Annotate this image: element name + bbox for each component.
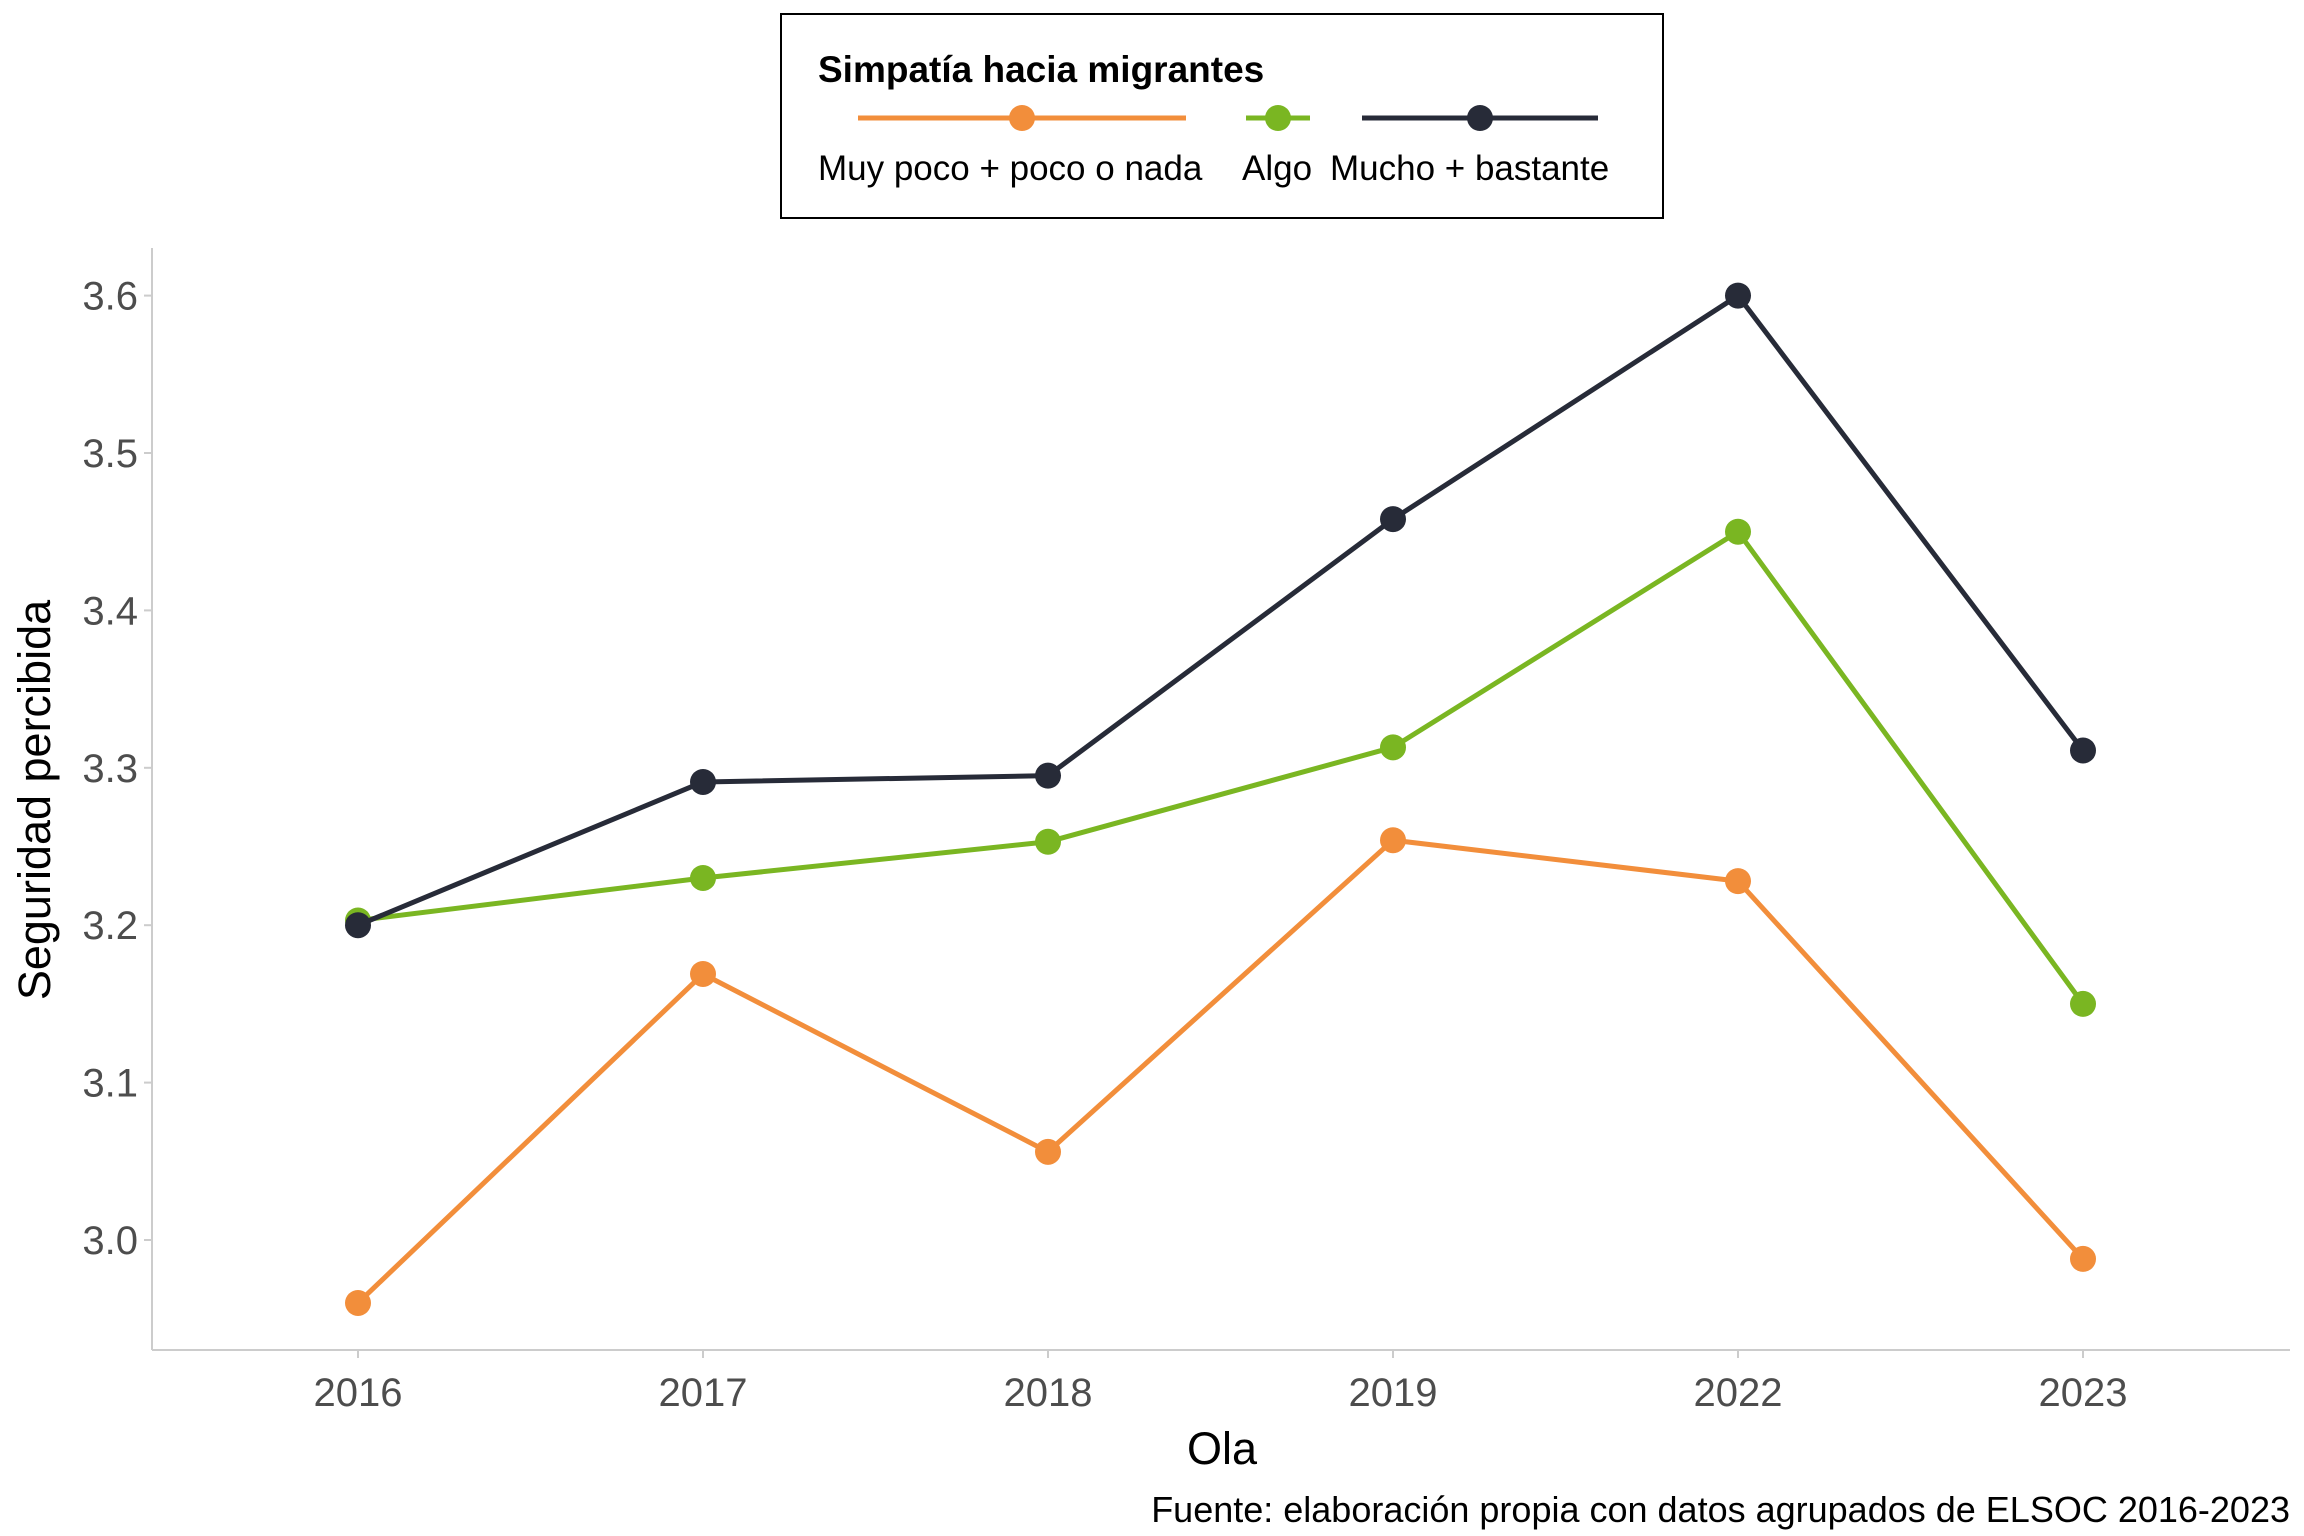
- legend: Simpatía hacia migrantes Muy poco + poco…: [780, 13, 1664, 219]
- y-tick-label: 3.5: [82, 432, 138, 476]
- data-point: [690, 864, 716, 891]
- y-tick-label: 3.3: [82, 747, 138, 791]
- x-tick-label: 2022: [1694, 1371, 1783, 1415]
- legend-key-1: Muy poco + poco o nada: [818, 105, 1203, 188]
- y-tick-label: 3.2: [82, 904, 138, 948]
- data-point: [1725, 868, 1751, 895]
- x-tick-label: 2017: [659, 1371, 748, 1415]
- series-2: [345, 518, 2096, 1017]
- y-tick-label: 3.1: [82, 1062, 138, 1106]
- series-line: [357, 293, 2085, 928]
- legend-keys: Muy poco + poco o nada Algo Mucho + bastan…: [818, 105, 1609, 188]
- series-3: [345, 282, 2096, 939]
- data-point: [2070, 990, 2096, 1017]
- series-line: [357, 529, 2086, 1006]
- data-point: [1380, 734, 1406, 761]
- data-point: [690, 768, 716, 795]
- data-point: [1035, 1138, 1061, 1165]
- data-point: [690, 960, 716, 987]
- data-point: [1035, 828, 1061, 855]
- y-tick-label: 3.4: [82, 589, 138, 633]
- data-point: [1725, 518, 1751, 545]
- y-axis: 3.0 3.1 3.2 3.3 3.4 3.5 3.6: [82, 248, 153, 1350]
- data-point: [1035, 762, 1061, 789]
- data-point: [2070, 737, 2096, 764]
- x-tick-label: 2018: [1004, 1371, 1093, 1415]
- data-point: [2070, 1245, 2096, 1272]
- y-tick-label: 3.0: [82, 1219, 138, 1263]
- data-point: [345, 912, 371, 939]
- legend-key-marker: [1009, 105, 1035, 131]
- legend-label: Algo: [1242, 149, 1312, 188]
- series-line: [356, 837, 2085, 1305]
- data-point: [1725, 282, 1751, 309]
- x-axis-title: Ola: [1187, 1423, 1258, 1474]
- legend-key-marker: [1265, 105, 1291, 131]
- x-tick-label: 2016: [314, 1371, 403, 1415]
- legend-label: Mucho + bastante: [1330, 149, 1609, 188]
- data-point: [1380, 827, 1406, 854]
- legend-key-marker: [1467, 105, 1493, 131]
- data-point: [1380, 506, 1406, 533]
- data-point: [345, 1289, 371, 1316]
- y-tick-label: 3.6: [82, 275, 138, 319]
- legend-key-3: Mucho + bastante: [1330, 105, 1609, 188]
- legend-title: Simpatía hacia migrantes: [818, 49, 1264, 90]
- source-caption: Fuente: elaboración propia con datos agr…: [1151, 1489, 2290, 1530]
- series-1: [345, 827, 2096, 1316]
- legend-key-2: Algo: [1242, 105, 1312, 188]
- x-axis: 2016 2017 2018 2019 2022 2023: [152, 1349, 2290, 1415]
- y-axis-title: Seguridad percibida: [9, 599, 60, 1000]
- plot-area: [345, 282, 2096, 1316]
- x-tick-label: 2019: [1349, 1371, 1438, 1415]
- x-tick-label: 2023: [2039, 1371, 2128, 1415]
- legend-label: Muy poco + poco o nada: [818, 149, 1203, 188]
